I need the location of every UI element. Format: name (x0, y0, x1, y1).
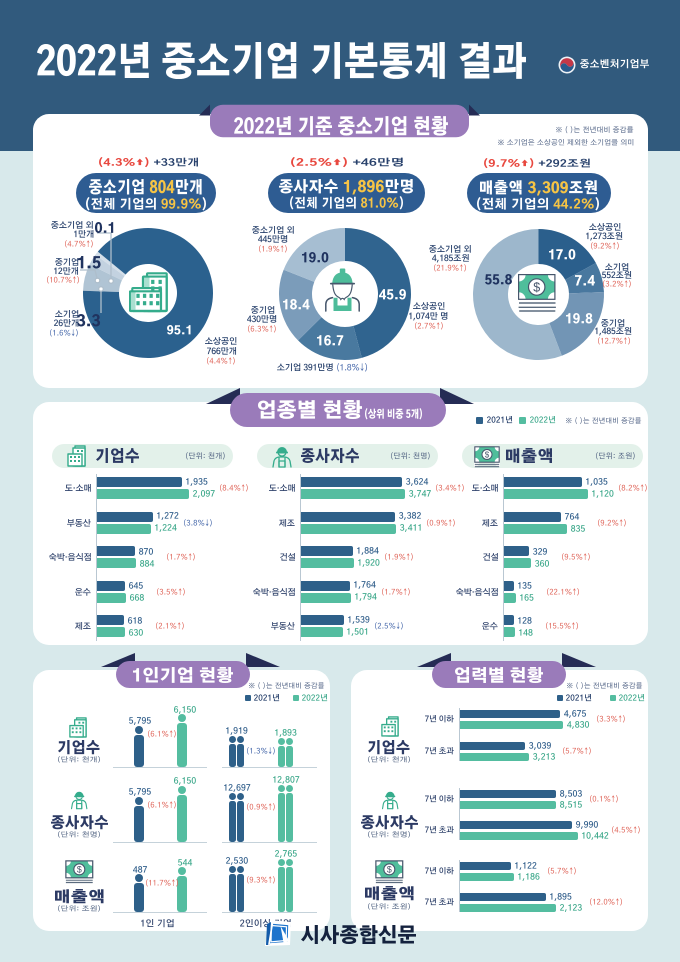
svg-text:$: $ (387, 865, 392, 875)
svg-text:$: $ (77, 865, 82, 875)
svg-text:$: $ (533, 280, 540, 294)
svg-text:$: $ (485, 450, 490, 459)
